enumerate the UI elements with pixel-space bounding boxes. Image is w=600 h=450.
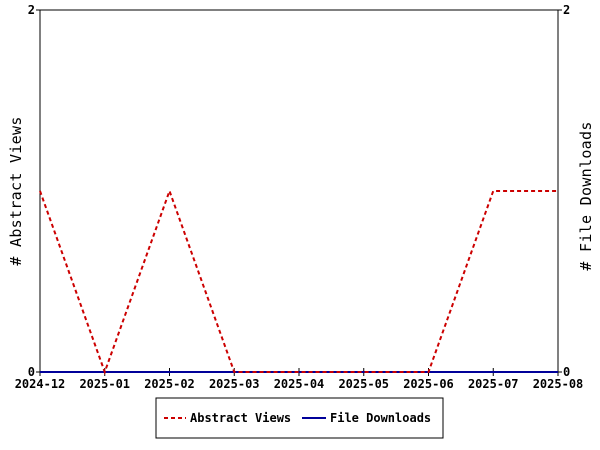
x-tick-label: 2025-05 bbox=[338, 377, 389, 391]
y-axis-label-left: # Abstract Views bbox=[7, 116, 25, 265]
y-tick-label-left: 0 bbox=[28, 365, 35, 379]
y-axis-label-right: # File Downloads bbox=[577, 121, 595, 270]
legend-label-abstract-views: Abstract Views bbox=[190, 411, 291, 425]
x-tick-label: 2025-03 bbox=[209, 377, 260, 391]
x-tick-label: 2025-01 bbox=[79, 377, 130, 391]
y-tick-label-left: 2 bbox=[28, 3, 35, 17]
x-tick-label: 2025-04 bbox=[274, 377, 325, 391]
y-tick-label-right: 2 bbox=[563, 3, 570, 17]
x-tick-label: 2025-06 bbox=[403, 377, 454, 391]
y-tick-label-right: 0 bbox=[563, 365, 570, 379]
x-tick-label: 2025-02 bbox=[144, 377, 195, 391]
legend-label-file-downloads: File Downloads bbox=[330, 411, 431, 425]
x-tick-label: 2025-07 bbox=[468, 377, 519, 391]
series-layer bbox=[39, 188, 558, 375]
x-axis: 2024-12 2025-01 2025-02 2025-03 2025-04 2025-… bbox=[15, 368, 584, 391]
legend-box bbox=[155, 397, 444, 439]
series-line-abstract-views bbox=[39, 188, 558, 375]
x-tick-label: 2024-12 bbox=[15, 377, 66, 391]
plot-area bbox=[39, 9, 559, 373]
x-tick-label: 2025-08 bbox=[533, 377, 584, 391]
legend: Abstract Views File Downloads bbox=[155, 397, 444, 439]
